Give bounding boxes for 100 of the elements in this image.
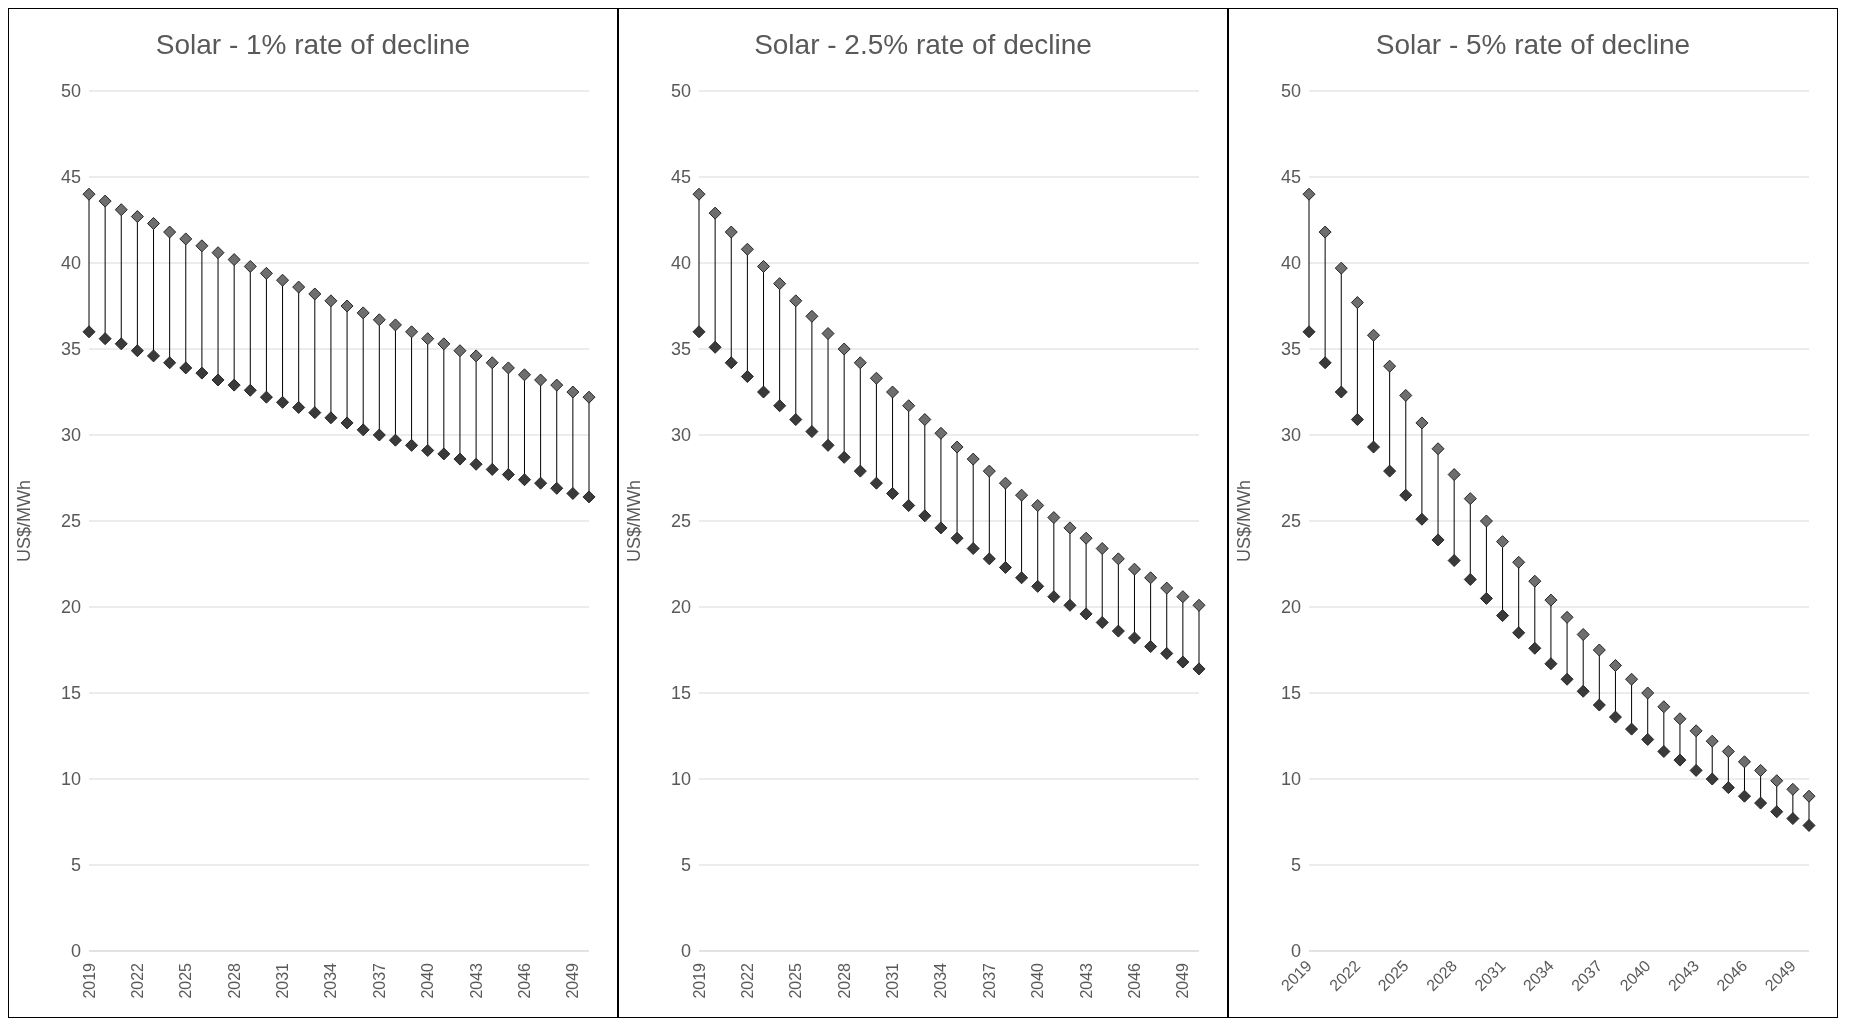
point xyxy=(1657,744,1671,758)
point xyxy=(243,383,257,397)
point xyxy=(1127,631,1141,645)
y-tick-label: 40 xyxy=(60,253,81,274)
point xyxy=(276,395,290,409)
point xyxy=(227,253,241,267)
point xyxy=(998,560,1012,574)
point xyxy=(566,486,580,500)
point xyxy=(1367,328,1381,342)
y-tick-label: 35 xyxy=(60,339,81,360)
point xyxy=(324,411,338,425)
point xyxy=(805,425,819,439)
point xyxy=(421,332,435,346)
point xyxy=(405,325,419,339)
point xyxy=(469,457,483,471)
y-tick-label: 30 xyxy=(60,425,81,446)
y-tick-label: 35 xyxy=(1280,339,1301,360)
point xyxy=(388,318,402,332)
point xyxy=(1176,655,1190,669)
point xyxy=(147,216,161,230)
point xyxy=(966,452,980,466)
point xyxy=(1512,555,1526,569)
point xyxy=(1496,535,1510,549)
y-tick-label: 35 xyxy=(670,339,691,360)
point xyxy=(1786,782,1800,796)
point xyxy=(821,438,835,452)
x-tick-label: 2043 xyxy=(467,962,485,999)
x-tick-label: 2034 xyxy=(322,962,340,999)
point xyxy=(566,385,580,399)
point xyxy=(1015,571,1029,585)
point xyxy=(292,280,306,294)
point xyxy=(1608,658,1622,672)
point xyxy=(1528,574,1542,588)
point xyxy=(1431,442,1445,456)
point xyxy=(534,373,548,387)
point xyxy=(308,406,322,420)
point xyxy=(1302,325,1316,339)
point xyxy=(195,366,209,380)
y-tick-label: 10 xyxy=(670,769,691,790)
point xyxy=(1770,774,1784,788)
x-tick-label: 2022 xyxy=(128,962,146,999)
point xyxy=(1127,562,1141,576)
point xyxy=(356,306,370,320)
y-tick-label: 45 xyxy=(1280,167,1301,188)
y-tick-label: 0 xyxy=(1290,941,1301,962)
y-tick-label: 15 xyxy=(1280,683,1301,704)
point xyxy=(1334,385,1348,399)
point xyxy=(421,443,435,457)
point xyxy=(1496,609,1510,623)
point xyxy=(1754,763,1768,777)
point xyxy=(1737,789,1751,803)
x-tick-label: 2028 xyxy=(835,962,853,999)
point xyxy=(1479,514,1493,528)
x-tick-label: 2043 xyxy=(1077,962,1095,999)
point xyxy=(1350,296,1364,310)
point xyxy=(163,356,177,370)
x-tick-label: 2034 xyxy=(932,962,950,999)
x-tick-label: 2037 xyxy=(370,962,388,999)
point xyxy=(1350,413,1364,427)
point xyxy=(550,481,564,495)
point xyxy=(517,473,531,487)
point xyxy=(227,378,241,392)
point xyxy=(453,344,467,358)
point xyxy=(179,232,193,246)
point xyxy=(821,327,835,341)
y-tick-label: 15 xyxy=(60,683,81,704)
point xyxy=(1031,499,1045,513)
point xyxy=(1737,755,1751,769)
y-axis-title: US$/MWh xyxy=(624,479,645,563)
x-tick-label: 2031 xyxy=(884,962,902,999)
y-tick-label: 30 xyxy=(1280,425,1301,446)
point xyxy=(1770,805,1784,819)
point xyxy=(1063,521,1077,535)
point xyxy=(1334,261,1348,275)
point xyxy=(179,361,193,375)
point xyxy=(740,370,754,384)
point xyxy=(902,399,916,413)
point xyxy=(869,371,883,385)
point xyxy=(1705,734,1719,748)
point xyxy=(1399,388,1413,402)
x-tick-label: 2031 xyxy=(274,962,292,999)
y-tick-label: 40 xyxy=(670,253,691,274)
y-tick-label: 5 xyxy=(680,855,691,876)
point xyxy=(1528,641,1542,655)
point xyxy=(1031,579,1045,593)
y-tick-label: 50 xyxy=(60,81,81,102)
point xyxy=(582,490,596,504)
point xyxy=(1625,722,1639,736)
point xyxy=(1399,488,1413,502)
x-tick-label: 2037 xyxy=(980,962,998,999)
point xyxy=(1095,615,1109,629)
point xyxy=(259,266,273,280)
point xyxy=(982,464,996,478)
point xyxy=(372,313,386,327)
point xyxy=(1673,753,1687,767)
point xyxy=(724,356,738,370)
point xyxy=(163,225,177,239)
point xyxy=(837,342,851,356)
x-tick-label: 2028 xyxy=(225,962,243,999)
point xyxy=(805,309,819,323)
